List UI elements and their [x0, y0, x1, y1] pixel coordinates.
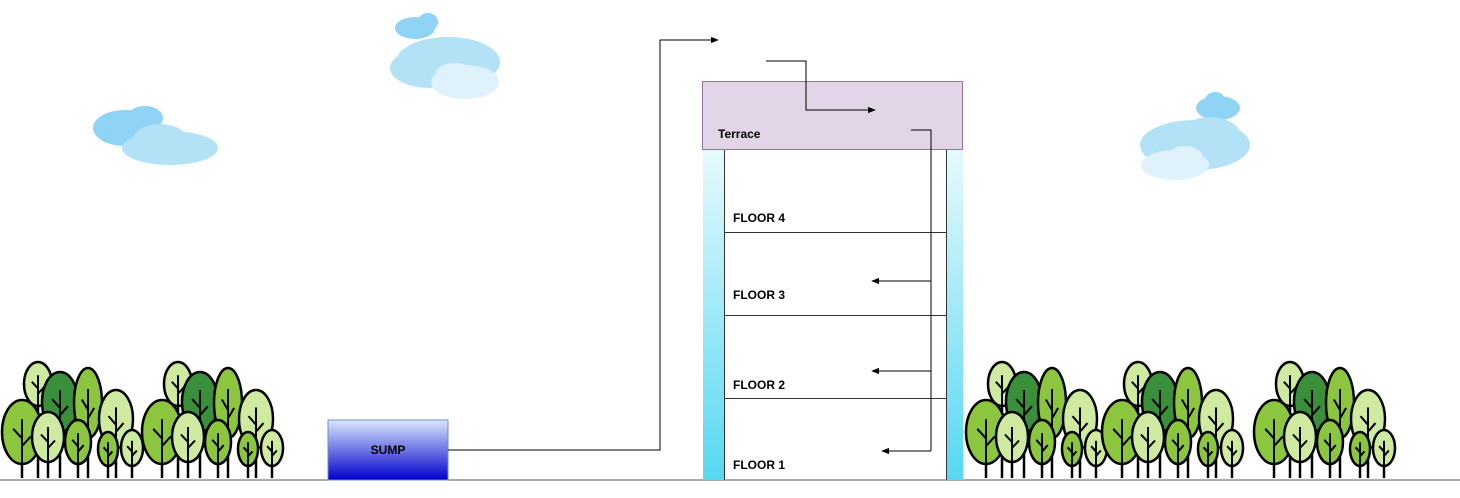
building-left-column	[703, 150, 725, 480]
cloud-icon	[1140, 92, 1250, 180]
floor-4-label: FLOOR 4	[733, 211, 785, 225]
floor-1-label: FLOOR 1	[733, 458, 785, 472]
trees-right-icon	[964, 360, 1397, 478]
sump-to-roof-pipe-arrow	[448, 36, 719, 451]
floor-3-label: FLOOR 3	[733, 288, 785, 302]
terrace-label: Terrace	[718, 127, 761, 141]
trees-left-icon	[0, 360, 285, 478]
sump-label: SUMP	[371, 443, 406, 457]
terrace-downpipe	[911, 129, 932, 451]
building-right-column	[946, 150, 963, 480]
cloud-icon	[390, 13, 500, 99]
sump-tank: SUMP	[327, 419, 449, 481]
cloud-icon	[93, 106, 218, 165]
floor-2-label: FLOOR 2	[733, 378, 785, 392]
roof-to-terrace-pipe-arrow	[766, 60, 876, 114]
terrace-box: Terrace	[702, 81, 963, 150]
